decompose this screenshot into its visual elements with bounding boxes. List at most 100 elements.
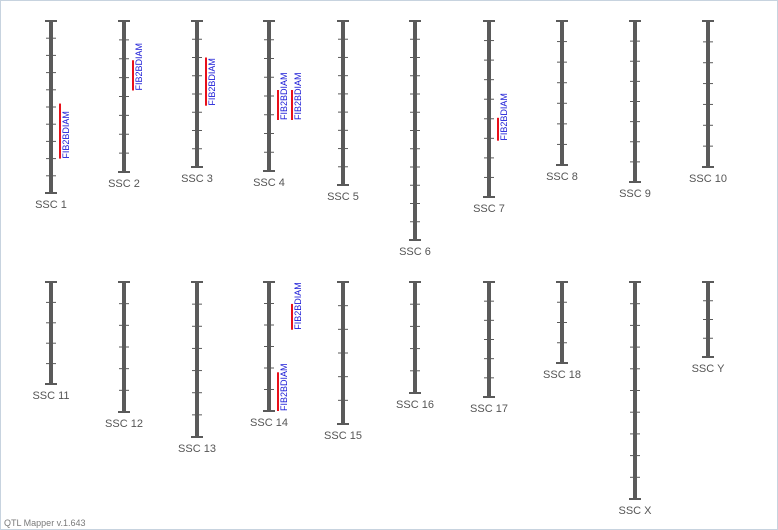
chromosome-cap-top: [263, 20, 275, 22]
qtl-marker[interactable]: FIB2BDIAM: [277, 72, 289, 120]
chromosome-label: SSC 9: [619, 188, 651, 200]
qtl-label[interactable]: FIB2BDIAM: [207, 58, 217, 106]
version-label: QTL Mapper v.1.643: [4, 518, 86, 528]
chromosome-cap-top: [337, 281, 349, 283]
qtl-marker[interactable]: FIB2BDIAM: [497, 93, 509, 141]
chromosome-cap-top: [191, 20, 203, 22]
chromosome-label: SSC 18: [543, 369, 581, 381]
chromosome-cap-bottom: [337, 184, 349, 186]
qtl-label[interactable]: FIB2BDIAM: [279, 72, 289, 120]
qtl-label[interactable]: FIB2BDIAM: [61, 111, 71, 159]
chromosome-label: SSC 11: [32, 390, 69, 402]
chromosome-ssc-9: SSC 9: [619, 20, 651, 200]
qtl-marker[interactable]: FIB2BDIAM: [291, 282, 303, 330]
chromosome-cap-top: [118, 20, 130, 22]
qtl-bar[interactable]: [291, 90, 293, 120]
chromosome-bar: [413, 282, 417, 393]
chromosome-label: SSC 2: [108, 178, 140, 190]
chromosome-cap-bottom: [629, 498, 641, 500]
chromosome-cap-top: [118, 281, 130, 283]
chromosome-cap-top: [483, 281, 495, 283]
chromosome-cap-top: [45, 281, 57, 283]
chromosome-bar: [195, 282, 199, 437]
chromosome-ssc-3: SSC 3 FIB2BDIAM: [181, 20, 217, 185]
chromosome-ssc-5: SSC 5: [327, 20, 359, 203]
chromosome-cap-bottom: [263, 410, 275, 412]
chromosome-cap-top: [629, 20, 641, 22]
qtl-label[interactable]: FIB2BDIAM: [293, 72, 303, 120]
chromosome-ssc-17: SSC 17: [470, 281, 508, 415]
chromosome-cap-top: [702, 281, 714, 283]
chromosome-cap-bottom: [556, 362, 568, 364]
chromosome-cap-bottom: [45, 192, 57, 194]
chromosome-ssc-14: SSC 14 FIB2BDIAM FIB2BDIAM: [250, 281, 303, 429]
chromosome-cap-top: [629, 281, 641, 283]
chromosome-cap-top: [337, 20, 349, 22]
chromosome-bar: [487, 21, 491, 197]
chromosome-cap-top: [409, 281, 421, 283]
qtl-label[interactable]: FIB2BDIAM: [279, 363, 289, 411]
chromosome-cap-bottom: [702, 356, 714, 358]
chromosome-cap-bottom: [702, 166, 714, 168]
chromosome-cap-bottom: [191, 166, 203, 168]
chromosome-label: SSC X: [618, 505, 652, 517]
qtl-marker[interactable]: FIB2BDIAM: [132, 43, 144, 91]
qtl-marker[interactable]: FIB2BDIAM: [291, 72, 303, 120]
chromosome-cap-top: [556, 20, 568, 22]
chromosome-bar: [341, 21, 345, 185]
chromosome-cap-bottom: [118, 411, 130, 413]
chromosome-ssc-4: SSC 4 FIB2BDIAM FIB2BDIAM: [253, 20, 303, 189]
chromosome-cap-top: [191, 281, 203, 283]
chromosome-cap-bottom: [118, 171, 130, 173]
qtl-bar[interactable]: [59, 103, 61, 159]
qtl-label[interactable]: FIB2BDIAM: [499, 93, 509, 141]
chromosome-bar: [560, 21, 564, 165]
qtl-bar[interactable]: [277, 372, 279, 411]
chromosome-ssc-7: SSC 7 FIB2BDIAM: [473, 20, 509, 215]
chromosome-cap-bottom: [191, 436, 203, 438]
chromosome-label: SSC 15: [324, 430, 362, 442]
qtl-label[interactable]: FIB2BDIAM: [293, 282, 303, 330]
chromosome-label: SSC 6: [399, 246, 431, 258]
chromosome-label: SSC Y: [692, 363, 725, 375]
chromosome-ssc-2: SSC 2 FIB2BDIAM: [108, 20, 144, 190]
chromosome-label: SSC 10: [689, 173, 727, 185]
chromosome-label: SSC 17: [470, 403, 508, 415]
chromosome-cap-bottom: [263, 170, 275, 172]
chromosome-cap-bottom: [556, 164, 568, 166]
chromosome-ssc-1: SSC 1 FIB2BDIAM: [35, 20, 71, 211]
chromosome-label: SSC 5: [327, 191, 359, 203]
chromosome-bar: [49, 282, 53, 384]
chromosome-label: SSC 1: [35, 199, 67, 211]
chromosome-cap-bottom: [409, 239, 421, 241]
qtl-bar[interactable]: [205, 57, 207, 106]
qtl-label[interactable]: FIB2BDIAM: [134, 43, 144, 91]
qtl-marker[interactable]: FIB2BDIAM: [59, 103, 71, 159]
chromosome-cap-bottom: [409, 392, 421, 394]
qtl-bar[interactable]: [277, 90, 279, 120]
chromosome-label: SSC 14: [250, 417, 288, 429]
chromosome-ssc-y: SSC Y: [692, 281, 725, 375]
chromosome-label: SSC 7: [473, 203, 505, 215]
chromosome-ssc-10: SSC 10: [689, 20, 727, 185]
chromosome-ssc-13: SSC 13: [178, 281, 216, 455]
chromosome-ssc-11: SSC 11: [32, 281, 70, 402]
chromosome-cap-bottom: [629, 181, 641, 183]
qtl-bar[interactable]: [132, 60, 134, 91]
qtl-bar[interactable]: [291, 303, 293, 330]
chromosome-label: SSC 3: [181, 173, 213, 185]
qtl-marker[interactable]: FIB2BDIAM: [205, 57, 217, 106]
chromosome-label: SSC 4: [253, 177, 285, 189]
chromosome-cap-top: [483, 20, 495, 22]
chromosome-cap-top: [702, 20, 714, 22]
chromosome-cap-bottom: [337, 423, 349, 425]
chromosome-ssc-6: SSC 6: [399, 20, 431, 258]
chromosome-ssc-x: SSC X: [618, 281, 652, 517]
qtl-marker[interactable]: FIB2BDIAM: [277, 363, 289, 411]
chromosome-ssc-18: SSC 18: [543, 281, 581, 381]
chromosome-label: SSC 13: [178, 443, 216, 455]
chromosome-ssc-8: SSC 8: [546, 20, 578, 183]
qtl-bar[interactable]: [497, 117, 499, 141]
